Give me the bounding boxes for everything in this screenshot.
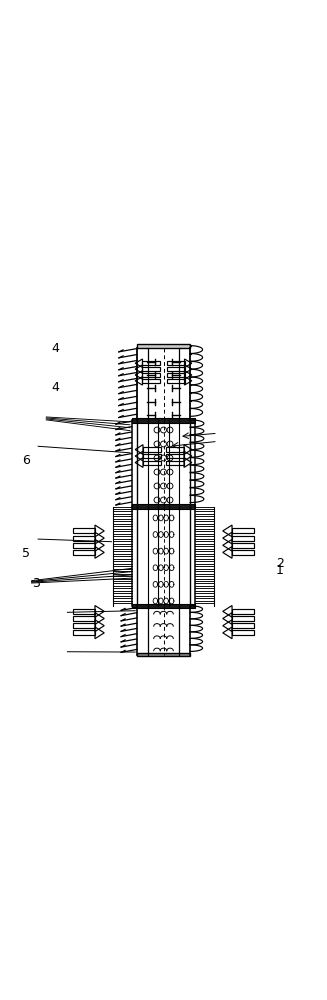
Bar xyxy=(131,504,196,509)
Text: 1: 1 xyxy=(276,564,284,577)
Bar xyxy=(137,344,190,348)
Text: 4: 4 xyxy=(51,342,59,355)
Bar xyxy=(137,653,190,656)
Text: 5: 5 xyxy=(22,547,30,560)
Text: 3: 3 xyxy=(32,577,40,590)
Text: 2: 2 xyxy=(276,557,284,570)
Bar xyxy=(131,418,196,423)
Bar xyxy=(131,604,196,608)
Text: 6: 6 xyxy=(22,454,30,467)
Text: 4: 4 xyxy=(51,381,59,394)
